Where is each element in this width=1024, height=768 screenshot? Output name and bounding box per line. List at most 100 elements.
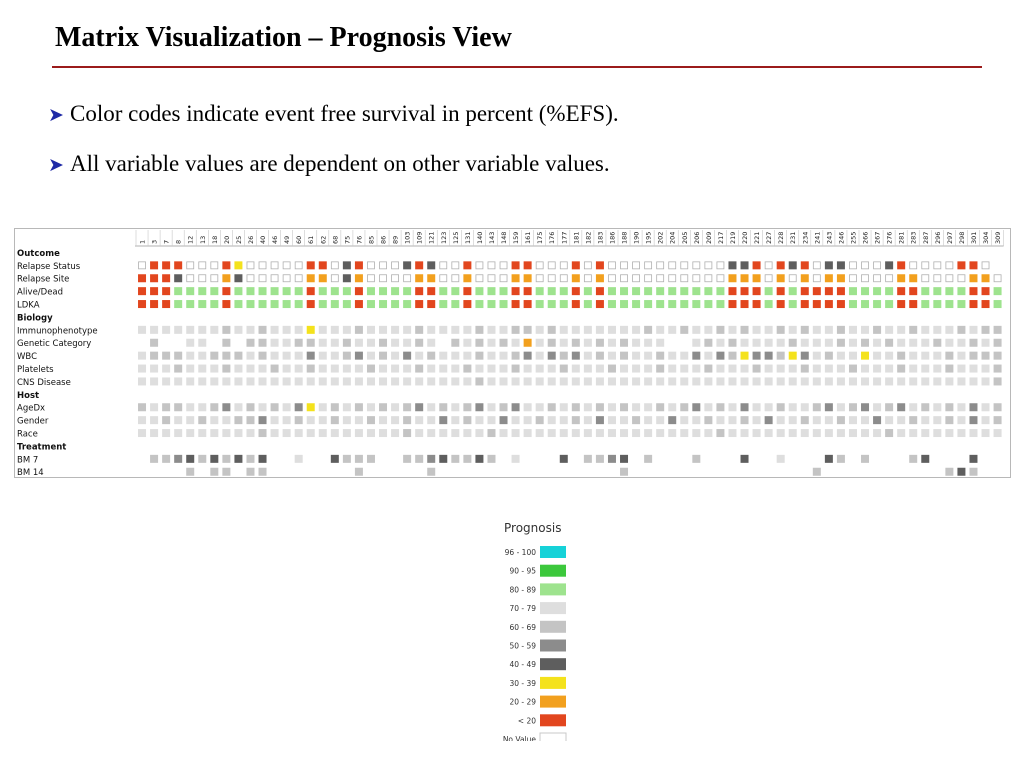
matrix-cell — [788, 416, 797, 425]
matrix-cell — [499, 261, 508, 270]
matrix-cell — [150, 364, 159, 373]
matrix-cell — [595, 416, 604, 425]
matrix-cell — [559, 338, 568, 347]
matrix-cell — [547, 300, 556, 309]
matrix-row — [138, 403, 1002, 412]
matrix-cell — [788, 429, 797, 438]
legend-label: 20 - 29 — [509, 698, 536, 707]
matrix-cell — [632, 429, 641, 438]
column-label: 241 — [813, 232, 821, 244]
matrix-cell — [403, 300, 412, 309]
matrix-cell — [523, 287, 532, 296]
matrix-cell — [282, 403, 291, 412]
matrix-cell — [379, 416, 388, 425]
matrix-cell — [403, 261, 412, 270]
matrix-cell — [668, 325, 677, 334]
matrix-cell — [270, 300, 279, 309]
matrix-cell — [776, 364, 785, 373]
matrix-cell — [680, 287, 689, 296]
matrix-cell — [848, 300, 857, 309]
matrix-cell — [210, 364, 219, 373]
matrix-cell — [921, 274, 930, 283]
matrix-cell — [487, 364, 496, 373]
column-header: 1 3 7 8 12 13 18 20 25 26 40 46 49 60 61 62 68 75 76 85 86 89… — [135, 230, 1004, 247]
matrix-cell — [776, 416, 785, 425]
matrix-cell — [921, 454, 930, 463]
matrix-cell — [487, 338, 496, 347]
matrix-cell — [921, 429, 930, 438]
matrix-cell — [849, 274, 857, 283]
matrix-cell — [909, 338, 918, 347]
matrix-cell — [583, 403, 592, 412]
matrix-cell — [812, 325, 821, 334]
matrix-cell — [451, 338, 460, 347]
matrix-cell — [861, 454, 870, 463]
matrix-cell — [921, 377, 930, 386]
matrix-cell — [969, 467, 978, 476]
matrix-cell — [981, 325, 990, 334]
matrix-cell — [535, 429, 544, 438]
matrix-row — [138, 300, 1002, 309]
matrix-cell — [848, 429, 857, 438]
matrix-cell — [354, 454, 363, 463]
column-label: 276 — [886, 232, 894, 244]
matrix-cell — [198, 300, 207, 309]
matrix-cell — [391, 351, 400, 360]
matrix-cell — [415, 429, 424, 438]
matrix-cell — [607, 300, 616, 309]
matrix-cell — [800, 261, 809, 270]
matrix-cell — [306, 351, 315, 360]
matrix-cell — [728, 377, 737, 386]
matrix-cell — [150, 261, 159, 270]
matrix-cell — [499, 351, 508, 360]
matrix-cell — [764, 325, 773, 334]
column-label: 109 — [416, 232, 424, 244]
matrix-cell — [138, 300, 147, 309]
matrix-cell — [306, 274, 315, 283]
matrix-cell — [174, 287, 183, 296]
matrix-cell — [897, 338, 906, 347]
matrix-cell — [680, 416, 689, 425]
column-label: 12 — [187, 236, 195, 244]
legend-swatch — [540, 695, 566, 708]
row-label: LDKA — [17, 301, 40, 311]
matrix-cell — [824, 454, 833, 463]
matrix-cell — [897, 429, 906, 438]
matrix-cell — [258, 377, 267, 386]
matrix-cell — [162, 300, 171, 309]
matrix-cell — [511, 377, 520, 386]
matrix-cell — [945, 300, 954, 309]
matrix-cell — [222, 364, 231, 373]
matrix-cell — [861, 261, 869, 270]
matrix-cell — [933, 287, 942, 296]
matrix-cell — [957, 364, 966, 373]
matrix-cell — [379, 261, 387, 270]
matrix-cell — [656, 351, 665, 360]
matrix-cell — [379, 351, 388, 360]
matrix-cell — [451, 287, 460, 296]
matrix-cell — [439, 351, 448, 360]
matrix-cell — [174, 454, 183, 463]
matrix-cell — [824, 364, 833, 373]
matrix-cell — [668, 403, 677, 412]
matrix-cell — [330, 416, 339, 425]
matrix-cell — [330, 325, 339, 334]
matrix-cell — [559, 403, 568, 412]
matrix-cell — [258, 403, 267, 412]
matrix-cell — [752, 325, 761, 334]
matrix-cell — [366, 403, 375, 412]
matrix-cell — [812, 351, 821, 360]
matrix-cell — [439, 325, 448, 334]
matrix-cell — [138, 351, 147, 360]
matrix-cell — [210, 300, 219, 309]
matrix-cell — [680, 403, 689, 412]
matrix-cell — [981, 377, 990, 386]
matrix-cell — [933, 274, 942, 283]
matrix-cell — [873, 325, 882, 334]
matrix-cell — [270, 351, 279, 360]
legend-label: No Value — [503, 735, 537, 741]
matrix-cell — [656, 325, 665, 334]
matrix-cell — [174, 300, 183, 309]
matrix-cell — [186, 351, 195, 360]
column-label: 40 — [259, 236, 267, 244]
